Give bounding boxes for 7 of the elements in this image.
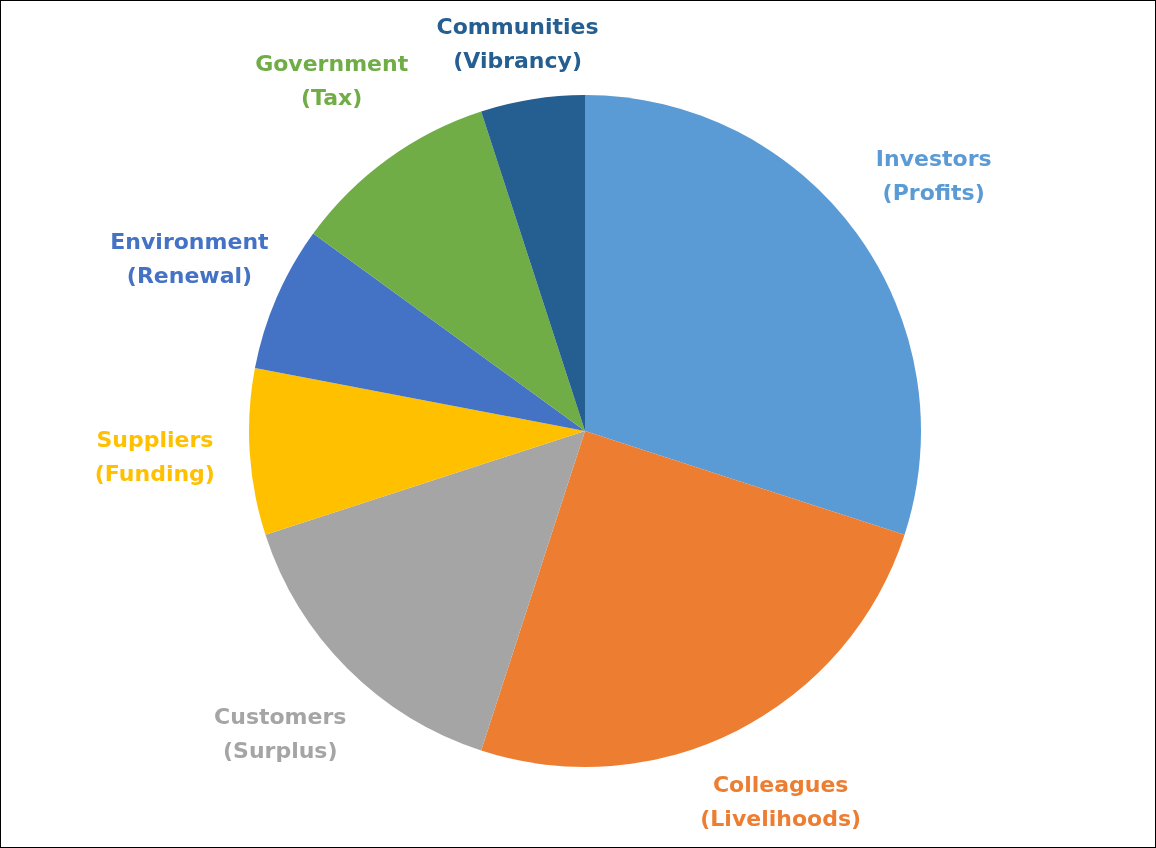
slice-label: Environment (Renewal) (110, 228, 270, 288)
slice-label: Customers (Surplus) (214, 704, 347, 764)
slice-label: Investors (Profits) (875, 146, 992, 206)
slice-label: Colleagues (Livelihoods) (700, 771, 862, 831)
slice-label: Government (Tax) (255, 51, 409, 111)
slice-label: Suppliers (Funding) (94, 426, 215, 486)
slice-label: Communities (Vibrancy) (436, 13, 599, 73)
